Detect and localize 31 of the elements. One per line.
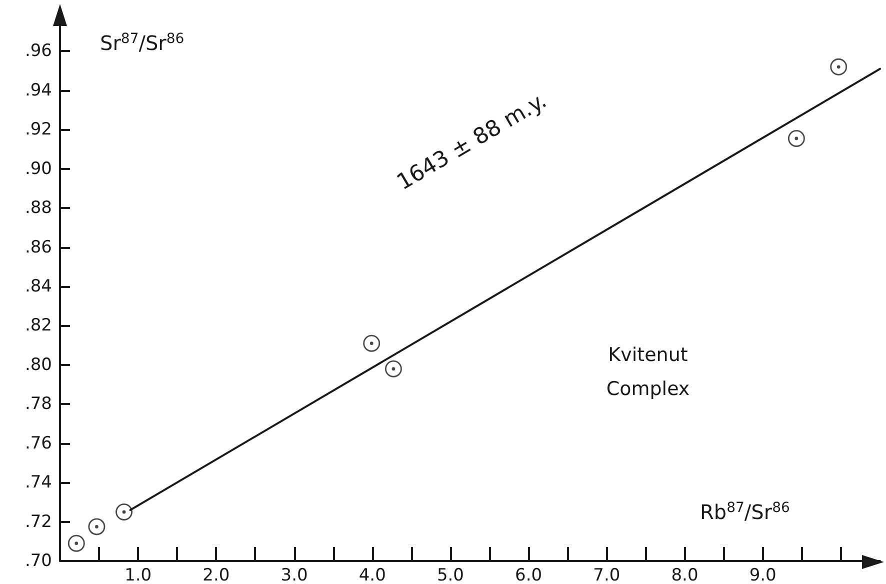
y-tick-label: .78 — [24, 394, 52, 414]
y-tick-label: .80 — [24, 354, 52, 375]
point — [830, 58, 848, 76]
y-tick-label: .82 — [24, 316, 52, 336]
x-tick-label: 3.0 — [280, 566, 308, 584]
x-tick-label: 6.0 — [515, 566, 542, 584]
point — [68, 534, 85, 552]
y-tick-label: .72 — [24, 512, 52, 532]
point — [363, 334, 380, 352]
y-tick-label: .86 — [24, 237, 52, 258]
y-tick-label: .70 — [24, 551, 52, 571]
y-tick-label: .88 — [24, 198, 52, 218]
y-tick-label: .74 — [24, 472, 52, 493]
x-tick-label: 7.0 — [593, 566, 620, 584]
point — [384, 360, 402, 378]
point — [116, 503, 133, 520]
x-tick-label: 4.0 — [358, 566, 386, 584]
y-tick-label: .90 — [24, 158, 52, 179]
x-tick-label: 2.0 — [202, 566, 230, 584]
x-tick-label: 5.0 — [436, 566, 464, 584]
x-tick-label: 9.0 — [749, 566, 776, 584]
y-tick-label: .94 — [24, 80, 52, 100]
point — [88, 518, 106, 536]
y-tick-label: .84 — [24, 276, 52, 296]
point — [788, 130, 805, 147]
x-tick-label: 1.0 — [124, 566, 152, 584]
y-tick-label: .92 — [24, 120, 52, 140]
x-tick-label: 8.0 — [671, 566, 698, 584]
y-tick-label: .76 — [24, 433, 52, 454]
y-tick-label: .96 — [24, 41, 52, 62]
annotation: Kvitenut Complex — [606, 344, 690, 400]
